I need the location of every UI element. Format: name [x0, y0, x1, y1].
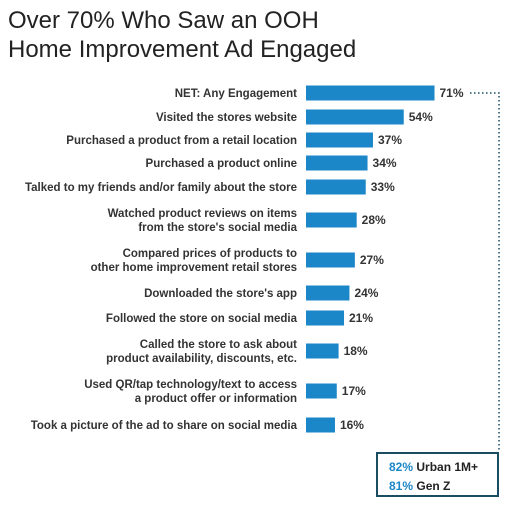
- value-label: 34%: [373, 156, 397, 170]
- callout-connector-line: [470, 92, 500, 452]
- value-label: 21%: [349, 311, 373, 325]
- category-label: from the store's social media: [138, 222, 297, 234]
- category-label: Downloaded the store's app: [144, 288, 297, 300]
- bar: [306, 383, 337, 399]
- chart-title: Over 70% Who Saw an OOH Home Improvement…: [8, 6, 508, 64]
- category-label: Took a picture of the ad to share on soc…: [31, 420, 298, 432]
- category-label: Compared prices of products to: [123, 248, 297, 260]
- chart-title-line-2: Home Improvement Ad Engaged: [8, 36, 357, 63]
- callout-row-urban: 82% Urban 1M+: [389, 460, 478, 474]
- bar: [306, 85, 435, 101]
- category-label: Followed the store on social media: [106, 313, 298, 325]
- category-label: a product offer or information: [135, 393, 297, 405]
- category-label: Purchased a product online: [146, 158, 297, 170]
- category-label: Purchased a product from a retail locati…: [66, 135, 297, 147]
- value-label: 37%: [378, 133, 402, 147]
- value-label: 24%: [354, 286, 378, 300]
- category-label: NET: Any Engagement: [175, 88, 297, 100]
- value-label: 27%: [360, 253, 384, 267]
- category-label: Talked to my friends and/or family about…: [25, 182, 297, 194]
- callout-row-genz: 81% Gen Z: [389, 479, 450, 493]
- value-label: 33%: [371, 180, 395, 194]
- bar: [306, 179, 366, 195]
- value-label: 71%: [440, 86, 464, 100]
- callout-box: 82% Urban 1M+ 81% Gen Z: [376, 452, 499, 497]
- bar: [306, 285, 350, 301]
- callout-pct-genz: 81%: [389, 479, 414, 493]
- bar: [306, 132, 373, 148]
- value-label: 54%: [409, 110, 433, 124]
- value-label: 28%: [362, 213, 386, 227]
- value-label: 16%: [340, 418, 364, 432]
- bar: [306, 417, 335, 433]
- callout-label-urban: Urban 1M+: [416, 460, 479, 474]
- category-label: Used QR/tap technology/text to access: [84, 379, 297, 391]
- category-label: other home improvement retail stores: [91, 262, 297, 274]
- callout-pct-urban: 82%: [389, 460, 414, 474]
- bar: [306, 343, 339, 359]
- category-label: product availability, discounts, etc.: [106, 353, 297, 365]
- callout-label-genz: Gen Z: [416, 479, 451, 493]
- value-label: 17%: [342, 384, 366, 398]
- category-label: Watched product reviews on items: [108, 208, 297, 220]
- category-label: Visited the stores website: [156, 112, 297, 124]
- bar: [306, 155, 368, 171]
- bar: [306, 252, 355, 268]
- category-label: Called the store to ask about: [140, 339, 297, 351]
- bar: [306, 212, 357, 228]
- bar: [306, 310, 345, 326]
- bar: [306, 109, 404, 125]
- chart-title-line-1: Over 70% Who Saw an OOH: [8, 7, 319, 34]
- value-label: 18%: [344, 344, 368, 358]
